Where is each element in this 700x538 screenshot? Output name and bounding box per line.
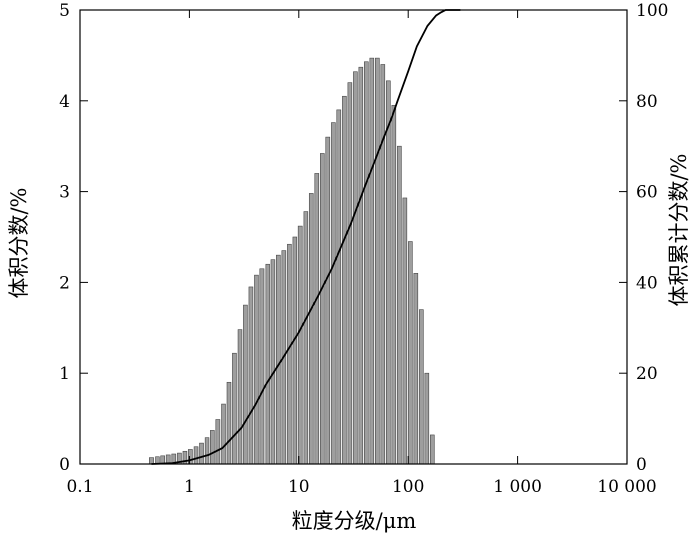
bar [265,263,270,465]
y-tick-label: 1 [59,364,70,384]
bar [375,57,380,465]
y2-tick-label: 80 [636,92,658,112]
bar [397,145,402,465]
bar [226,381,232,465]
x-tick-label: 0.1 [66,477,93,497]
bar [210,430,215,465]
volume-fraction-bars [149,57,435,465]
y-tick-label: 3 [59,183,70,203]
bar [331,122,336,465]
bar [259,268,265,465]
bar [380,64,386,465]
x-tick-label: 1 000 [493,477,542,497]
bar [364,61,369,465]
bar [254,274,259,465]
bar [386,80,391,465]
plot-frame [79,9,628,465]
bar [248,286,254,465]
x-axis-title: 粒度分级/μm [292,509,417,533]
bar [276,254,281,465]
y2-tick-label: 0 [636,455,647,475]
bar [342,95,347,465]
y2-axis-title: 体积累计分数/% [667,153,691,306]
bar [314,173,320,465]
bar [391,105,397,465]
x-tick-label: 100 [392,477,424,497]
axis-ticks [79,9,628,465]
y-tick-label: 4 [59,92,70,112]
y-tick-label: 2 [59,273,70,293]
bar [419,309,424,465]
bar [303,211,309,465]
bar [308,193,314,465]
x-tick-label: 10 000 [597,477,656,497]
y2-tick-label: 40 [636,273,658,293]
bar [430,434,435,465]
bar [408,241,413,465]
y-axis-title: 体积分数/% [7,187,31,298]
bar [325,136,331,465]
bar [353,71,358,465]
y2-tick-label: 60 [636,183,658,203]
bar [347,82,353,465]
x-tick-label: 10 [288,477,310,497]
bar [199,442,204,465]
bar [221,403,226,465]
bar [320,153,325,465]
bar [297,225,303,465]
bar [336,109,342,465]
bar [232,352,237,465]
bar [270,259,276,465]
y-tick-label: 5 [59,1,70,21]
y-tick-label: 0 [59,455,70,475]
x-tick-label: 1 [184,477,195,497]
bar [369,57,375,465]
bar [358,66,364,465]
bar [413,273,419,465]
cumulative-fraction-line [151,9,461,465]
bar [237,329,243,465]
bar [424,372,430,465]
bar [204,437,210,465]
bar [243,304,248,465]
y2-tick-label: 20 [636,364,658,384]
y2-tick-label: 100 [636,1,668,21]
bar [292,236,298,465]
bar [193,446,199,465]
bar [402,197,408,465]
bar [287,243,292,465]
bar [215,419,221,465]
